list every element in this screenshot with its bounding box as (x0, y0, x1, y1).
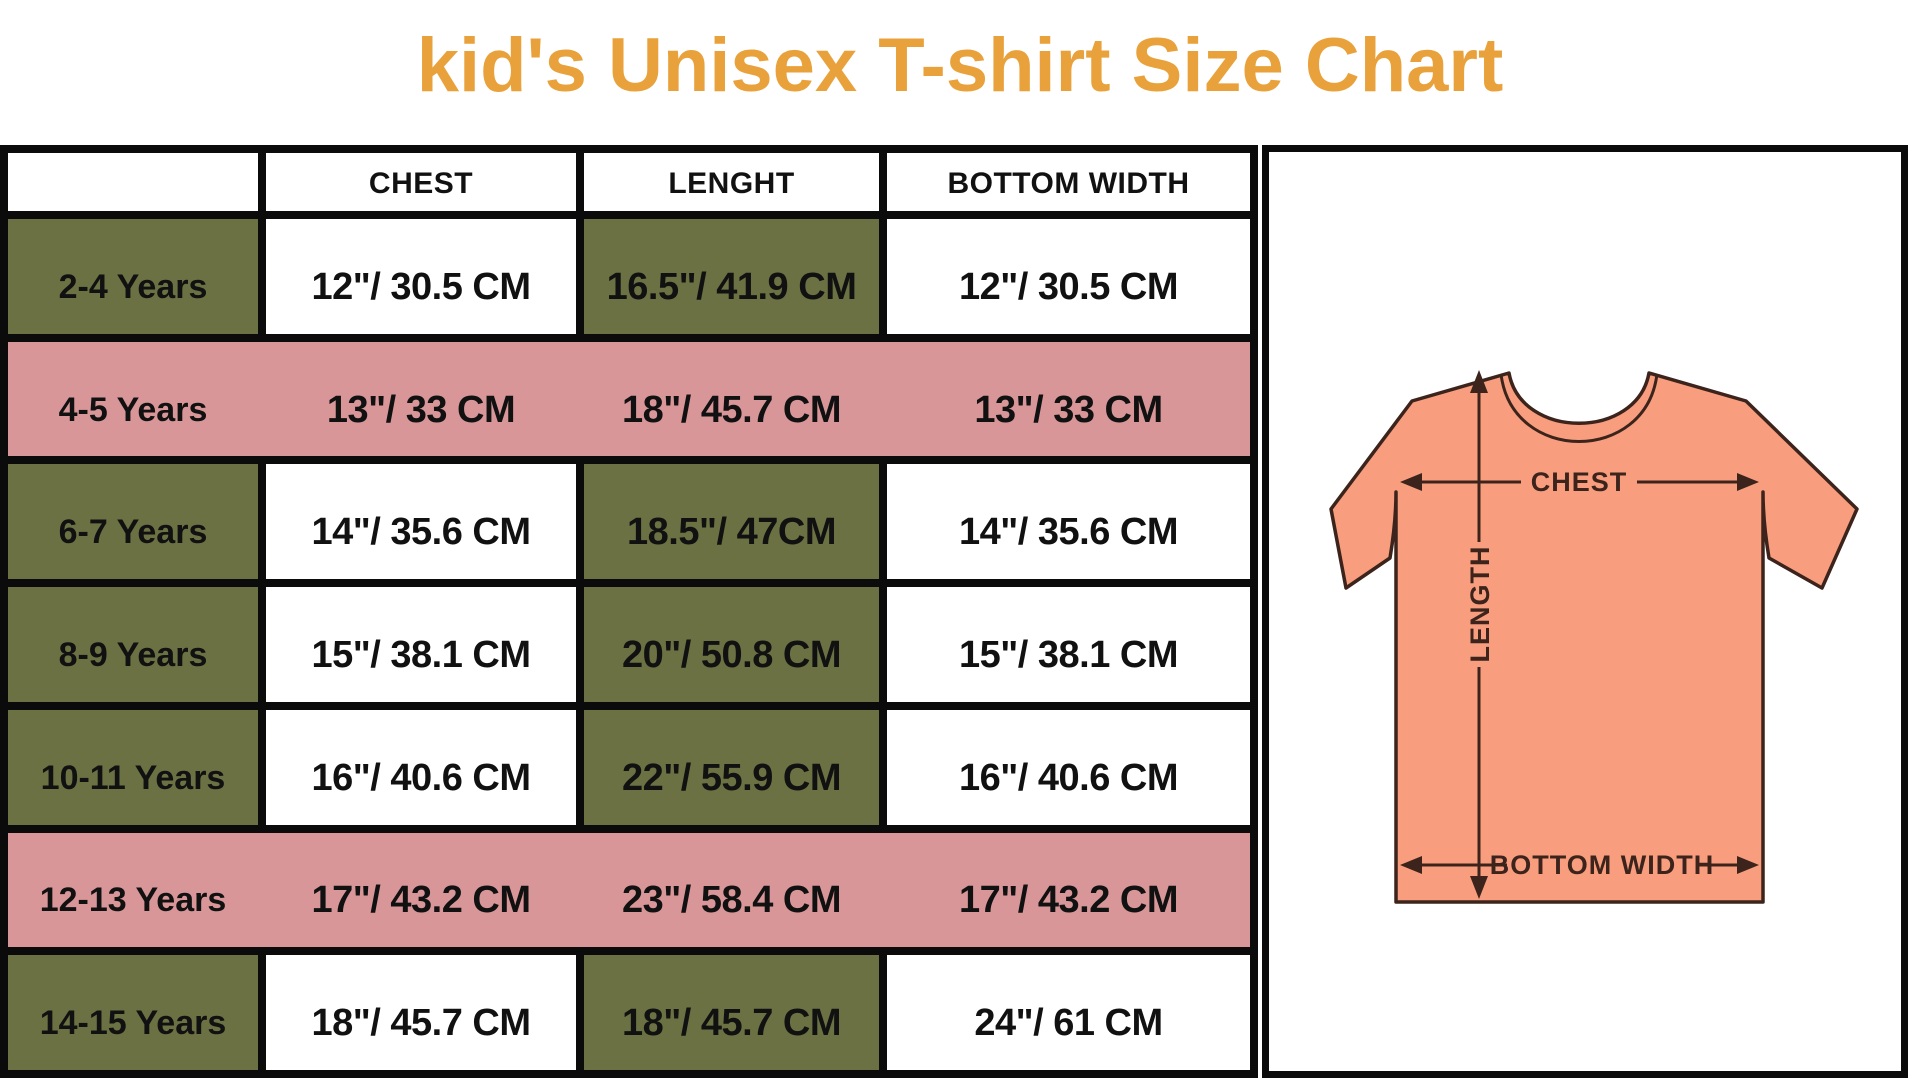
cell-bottom-width-value: 13"/ 33 CM (974, 388, 1163, 431)
chest-label: CHEST (1531, 467, 1628, 497)
length-arrowhead-up (1470, 370, 1488, 393)
tshirt-diagram-panel: CHEST LENGTH BOTTOM WIDTH (1262, 145, 1908, 1078)
table-row-2-4-years: 2-4 Years 12"/ 30.5 CM 16.5"/ 41.9 CM 12… (8, 219, 1250, 342)
page-title: kid's Unisex T-shirt Size Chart (416, 23, 1504, 108)
chest-arrowhead-right (1737, 473, 1759, 491)
size-table: CHEST LENGHT BOTTOM WIDTH 2-4 Years 12"/… (0, 145, 1258, 1078)
collar-band (1499, 373, 1659, 443)
table-row-14-15-years: 14-15 Years 18"/ 45.7 CM 18"/ 45.7 CM 24… (8, 955, 1250, 1071)
cell-age-label: 12-13 Years (39, 881, 227, 920)
length-label: LENGTH (1465, 546, 1495, 663)
cell-chest-value: 13"/ 33 CM (326, 388, 516, 431)
table-header-row: CHEST LENGHT BOTTOM WIDTH (8, 153, 1250, 219)
cell-bottom-width-value: 14"/ 35.6 CM (887, 464, 1250, 580)
cell-age-label: 14-15 Years (8, 955, 266, 1071)
cell-age-label: 2-4 Years (8, 219, 266, 334)
column-header-chest: CHEST (266, 153, 584, 211)
cell-bottom-width-value: 16"/ 40.6 CM (887, 709, 1250, 825)
cell-age-label: 4-5 Years (58, 390, 208, 429)
cell-chest-value: 12"/ 30.5 CM (266, 219, 584, 334)
bottom-width-arrowhead-right (1737, 856, 1759, 874)
table-row-4-5-years: 4-5 Years 13"/ 33 CM 18"/ 45.7 CM 13"/ 3… (8, 341, 1250, 465)
cell-age-label: 6-7 Years (8, 464, 266, 580)
bottom-width-label: BOTTOM WIDTH (1490, 850, 1714, 880)
cell-length-value: 18.5"/ 47CM (584, 464, 887, 580)
chest-arrowhead-left (1400, 473, 1422, 491)
cell-bottom-width-value: 24"/ 61 CM (887, 955, 1250, 1071)
cell-age-label: 10-11 Years (8, 709, 266, 825)
bottom-width-arrowhead-left (1400, 856, 1422, 874)
cell-length-value: 20"/ 50.8 CM (584, 587, 887, 702)
column-header-empty (8, 153, 266, 211)
table-row-10-11-years: 10-11 Years 16"/ 40.6 CM 22"/ 55.9 CM 16… (8, 709, 1250, 833)
column-header-bottom-width: BOTTOM WIDTH (887, 153, 1250, 211)
cell-length-value: 22"/ 55.9 CM (584, 709, 887, 825)
cell-chest-value: 16"/ 40.6 CM (266, 709, 584, 825)
tshirt-diagram: CHEST LENGTH BOTTOM WIDTH (1329, 370, 1859, 904)
cell-bottom-width-value: 12"/ 30.5 CM (887, 219, 1250, 334)
cell-chest-value: 18"/ 45.7 CM (266, 955, 584, 1071)
cell-length-value: 16.5"/ 41.9 CM (584, 219, 887, 334)
cell-chest-value: 14"/ 35.6 CM (266, 464, 584, 580)
cell-bottom-width-value: 17"/ 43.2 CM (958, 879, 1179, 922)
cell-age-label: 8-9 Years (8, 587, 266, 702)
cell-length-value: 23"/ 58.4 CM (621, 879, 842, 922)
cell-length-value: 18"/ 45.7 CM (584, 955, 887, 1071)
cell-bottom-width-value: 15"/ 38.1 CM (887, 587, 1250, 702)
table-row-12-13-years: 12-13 Years 17"/ 43.2 CM 23"/ 58.4 CM 17… (8, 832, 1250, 956)
length-arrowhead-down (1470, 876, 1488, 899)
table-row-6-7-years: 6-7 Years 14"/ 35.6 CM 18.5"/ 47CM 14"/ … (8, 464, 1250, 588)
table-row-8-9-years: 8-9 Years 15"/ 38.1 CM 20"/ 50.8 CM 15"/… (8, 587, 1250, 710)
cell-length-value: 18"/ 45.7 CM (621, 388, 842, 431)
cell-chest-value: 17"/ 43.2 CM (311, 879, 531, 922)
cell-chest-value: 15"/ 38.1 CM (266, 587, 584, 702)
tshirt-shape (1329, 371, 1859, 904)
column-header-length: LENGHT (584, 153, 887, 211)
